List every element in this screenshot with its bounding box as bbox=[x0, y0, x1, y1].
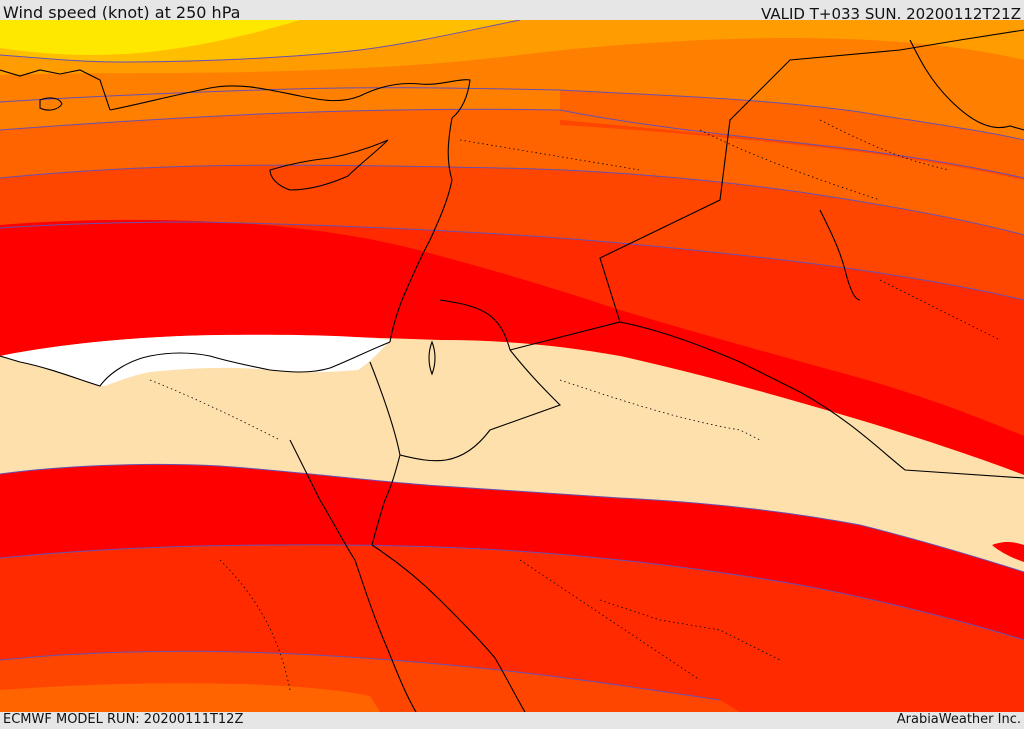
band-dark-orange bbox=[0, 109, 1024, 235]
calm-white-patch bbox=[0, 334, 390, 387]
wind-speed-map bbox=[0, 20, 1024, 712]
isotach-contours bbox=[0, 20, 1024, 701]
map-title: Wind speed (knot) at 250 hPa bbox=[3, 3, 241, 22]
map-canvas bbox=[0, 20, 1024, 712]
calm-southeast-tip bbox=[992, 541, 1024, 562]
band-northeast-dark bbox=[560, 90, 1024, 178]
band-red-orange bbox=[0, 165, 1024, 300]
band-red-core bbox=[0, 219, 1024, 475]
internal-borders bbox=[149, 119, 1001, 691]
coastlines bbox=[0, 29, 1024, 712]
band-north-4 bbox=[0, 20, 300, 55]
model-run-label: ECMWF MODEL RUN: 20200111T12Z bbox=[3, 712, 244, 727]
band-nw-orange bbox=[0, 87, 560, 130]
band-south-red bbox=[0, 464, 1024, 640]
valid-time-label: VALID T+033 SUN. 20200112T21Z bbox=[761, 5, 1021, 23]
credit-label: ArabiaWeather Inc. bbox=[896, 712, 1021, 727]
band-calm bbox=[0, 335, 1024, 572]
band-south-orange bbox=[0, 683, 380, 712]
